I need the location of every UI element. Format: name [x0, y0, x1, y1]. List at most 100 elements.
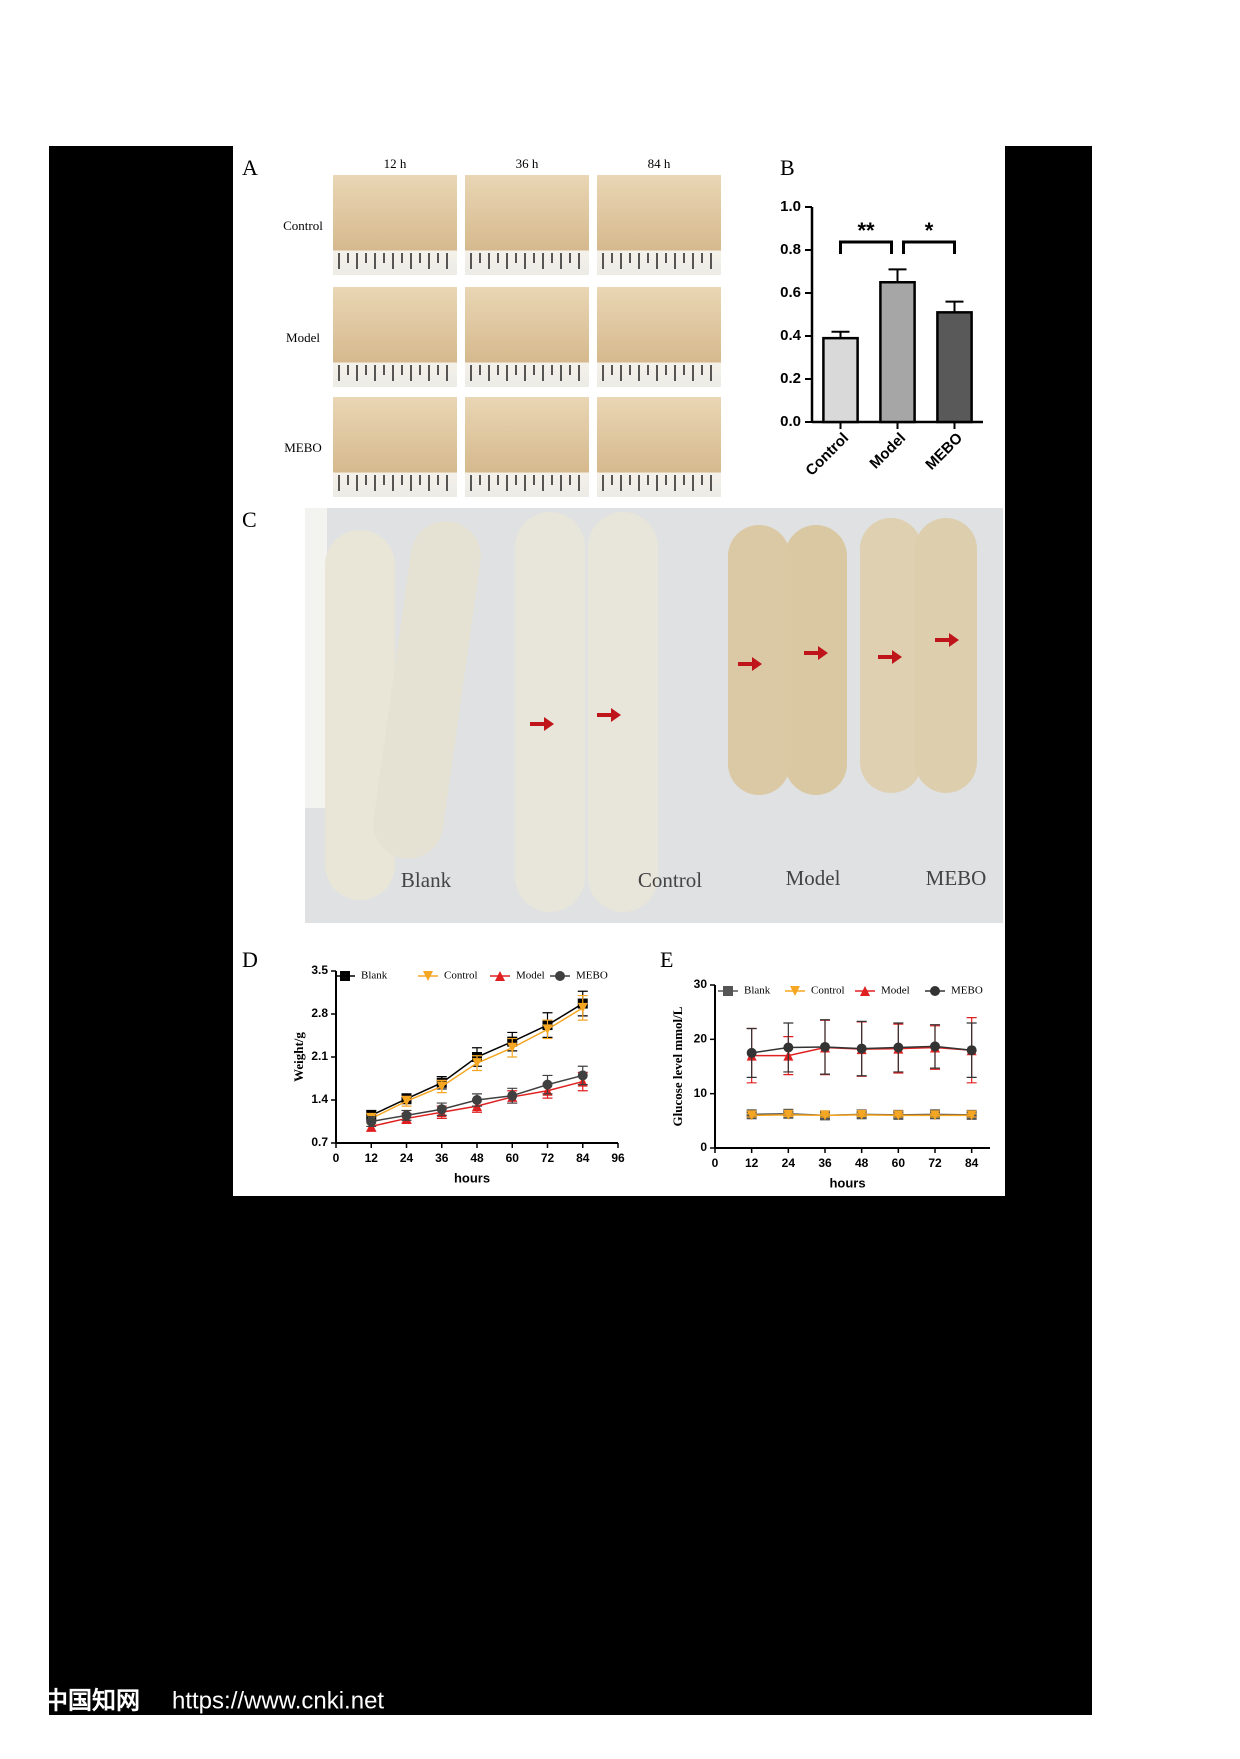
panel-a: 12 h 36 h 84 h Control Model MEBO — [283, 156, 721, 497]
error-bar — [945, 300, 964, 313]
panel-letter: D — [242, 947, 258, 972]
marker — [472, 1058, 482, 1069]
marker — [820, 1110, 830, 1121]
y-tick-label: 3.5 — [311, 963, 328, 977]
y-tick-label: 2.8 — [311, 1006, 328, 1020]
column-label: 36 h — [516, 156, 539, 171]
row-label: Control — [283, 218, 323, 233]
y-tick-label: 0.2 — [780, 370, 801, 387]
bar — [822, 336, 859, 424]
y-tick-label: 0.0 — [780, 413, 801, 430]
y-tick-label: 30 — [694, 977, 708, 991]
marker — [860, 986, 870, 996]
marker — [436, 1104, 447, 1115]
photo — [465, 175, 589, 275]
column-label: 12 h — [384, 156, 407, 171]
x-tick-label: 60 — [892, 1156, 906, 1170]
marker — [401, 1096, 412, 1107]
marker — [966, 1045, 977, 1056]
y-tick-label: 1.4 — [311, 1092, 328, 1106]
marker — [930, 986, 940, 996]
footer-url[interactable]: https://www.cnki.net — [172, 1687, 384, 1714]
legend-label: Control — [444, 970, 478, 982]
marker — [542, 1079, 553, 1090]
marker — [495, 971, 505, 981]
group-label: Control — [638, 868, 702, 892]
ruler — [305, 508, 327, 808]
marker — [966, 1110, 977, 1121]
x-tick-label: 36 — [435, 1151, 449, 1165]
marker — [783, 1109, 794, 1120]
y-axis-title: Glucose level mmol/L — [670, 1006, 685, 1126]
legend-label: Blank — [361, 970, 388, 982]
x-tick-label: 96 — [611, 1151, 625, 1165]
x-tick-label: 24 — [400, 1151, 414, 1165]
photo — [597, 287, 721, 387]
marker — [930, 1041, 940, 1052]
x-tick-label: 12 — [745, 1156, 759, 1170]
marker — [820, 1041, 830, 1052]
marker — [746, 1047, 757, 1058]
y-tick-label: 0.8 — [780, 241, 801, 258]
legend-label: MEBO — [951, 985, 983, 997]
larva — [785, 525, 847, 795]
x-tick-label: 24 — [782, 1156, 796, 1170]
significance-label: * — [925, 218, 934, 243]
larva — [373, 521, 481, 859]
photo — [597, 397, 721, 497]
group-label: Blank — [401, 868, 452, 892]
significance-bracket — [839, 240, 893, 254]
panel-letter: E — [660, 947, 673, 972]
x-tick-label: 36 — [818, 1156, 832, 1170]
marker — [340, 971, 350, 981]
footer-site: 中国知网 — [44, 1687, 140, 1714]
photo — [333, 287, 457, 387]
x-tick-label: 0 — [712, 1156, 719, 1170]
x-tick-label: 60 — [506, 1151, 520, 1165]
photo — [465, 397, 589, 497]
marker — [856, 1043, 867, 1054]
marker — [893, 1110, 904, 1121]
marker — [856, 1109, 867, 1120]
marker — [472, 1095, 482, 1105]
y-tick-label: 0 — [700, 1140, 707, 1154]
marker — [423, 971, 433, 981]
legend-label: MEBO — [576, 970, 608, 982]
significance-label: ** — [857, 218, 875, 243]
x-tick-label: 72 — [928, 1156, 942, 1170]
x-tick-label: 84 — [576, 1151, 590, 1165]
marker — [577, 1002, 588, 1013]
marker — [507, 1090, 518, 1101]
marker — [507, 1042, 518, 1053]
y-axis-title: Weight/g — [291, 1032, 306, 1082]
legend-label: Control — [811, 985, 845, 997]
bar — [936, 311, 973, 424]
y-tick-label: 1.0 — [780, 198, 801, 215]
error-bar — [831, 330, 850, 339]
legend-label: Model — [516, 970, 545, 982]
x-tick-label: 12 — [365, 1151, 379, 1165]
legend-label: Blank — [744, 985, 771, 997]
y-tick-label: 0.7 — [311, 1135, 328, 1149]
y-tick-label: 20 — [694, 1032, 708, 1046]
marker — [930, 1110, 940, 1121]
x-tick-label: 84 — [965, 1156, 979, 1170]
larva — [915, 518, 977, 793]
marker — [893, 1042, 904, 1053]
photo — [333, 397, 457, 497]
row-label: MEBO — [284, 440, 322, 455]
marker — [723, 986, 733, 996]
photo — [333, 175, 457, 275]
marker — [542, 1024, 553, 1035]
marker — [436, 1081, 447, 1092]
legend-label: Model — [881, 985, 910, 997]
larva — [728, 525, 790, 795]
x-tick-label: 72 — [541, 1151, 555, 1165]
marker — [401, 1110, 412, 1121]
row-label: Model — [286, 330, 320, 345]
significance-bracket — [902, 240, 956, 254]
marker — [577, 1070, 588, 1081]
marker — [555, 971, 565, 981]
